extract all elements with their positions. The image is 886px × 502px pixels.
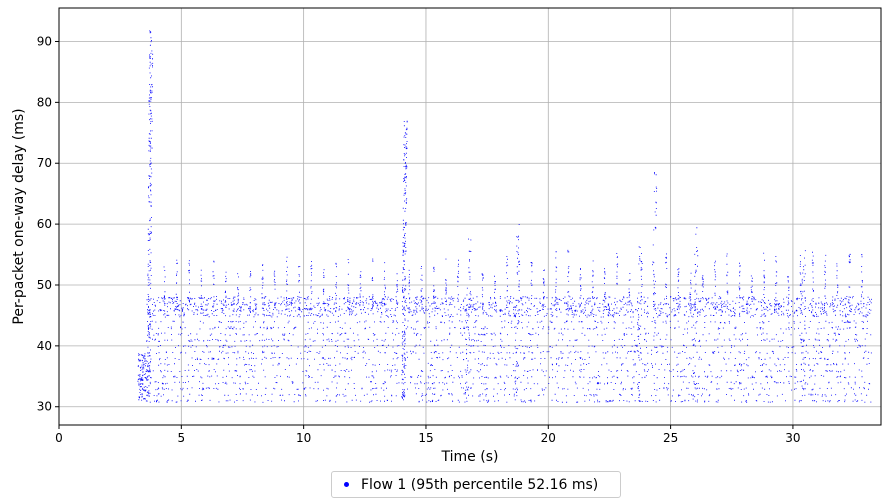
x-tick-label: 30 bbox=[785, 431, 800, 445]
data-points bbox=[137, 30, 872, 403]
y-tick-label: 70 bbox=[37, 156, 52, 170]
legend-marker bbox=[344, 482, 349, 487]
plot-frame bbox=[58, 7, 882, 426]
legend-label: Flow 1 (95th percentile 52.16 ms) bbox=[361, 476, 599, 493]
x-tick-label: 25 bbox=[663, 431, 678, 445]
y-tick-label: 30 bbox=[37, 400, 52, 414]
x-tick-label: 5 bbox=[178, 431, 186, 445]
x-axis-label: Time (s) bbox=[441, 449, 499, 465]
y-tick-label: 80 bbox=[37, 95, 52, 109]
x-tick-label: 0 bbox=[55, 431, 63, 445]
y-tick-label: 60 bbox=[37, 217, 52, 231]
y-tick-label: 40 bbox=[37, 339, 52, 353]
grid-lines bbox=[58, 8, 881, 425]
x-tick-label: 20 bbox=[541, 431, 556, 445]
y-tick-label: 90 bbox=[37, 34, 52, 48]
y-tick-label: 50 bbox=[37, 278, 52, 292]
legend: Flow 1 (95th percentile 52.16 ms) bbox=[331, 471, 621, 498]
axis-ticks: 0 5 10 15 20 25 30 30 40 50 60 70 80 90 bbox=[37, 34, 801, 445]
x-tick-label: 10 bbox=[296, 431, 311, 445]
flow-1-points bbox=[137, 30, 872, 403]
x-tick-label: 15 bbox=[418, 431, 433, 445]
y-axis-label: Per-packet one-way delay (ms) bbox=[11, 108, 27, 324]
